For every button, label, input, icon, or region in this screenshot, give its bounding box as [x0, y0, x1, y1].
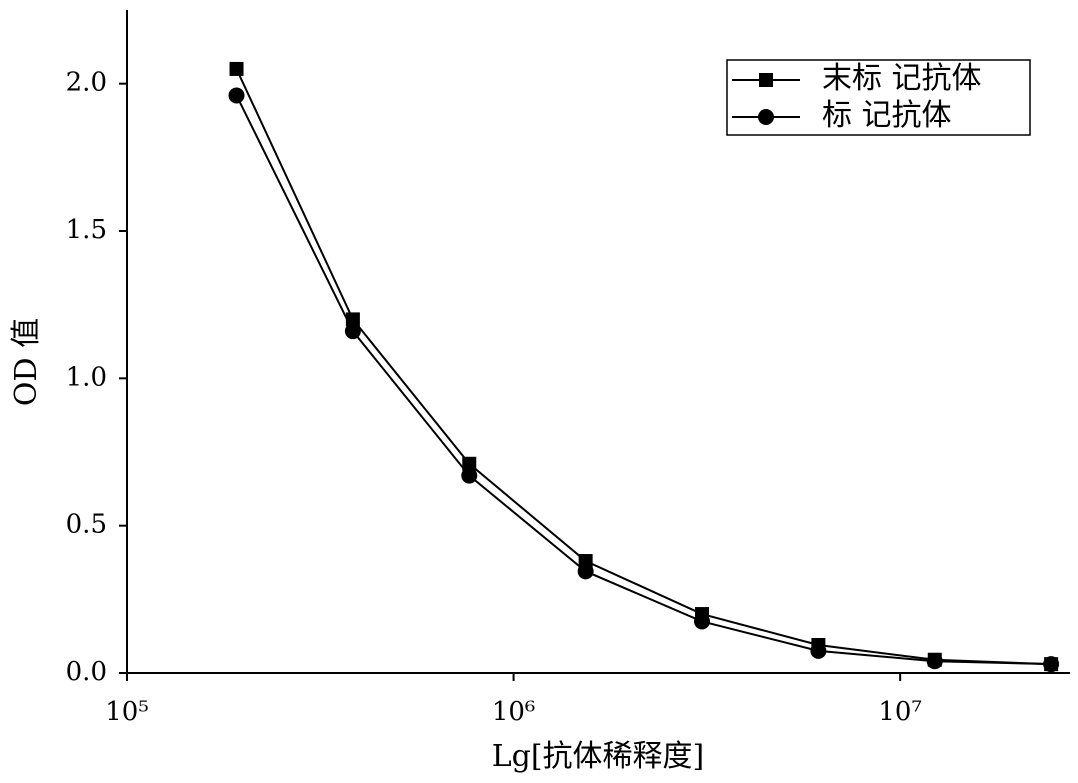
legend-label: 末标 记抗体	[822, 61, 982, 96]
y-tick-label: 2.0	[66, 68, 107, 98]
series-line	[237, 95, 1052, 664]
series-line	[237, 69, 1052, 664]
x-tick-label: 10⁷	[878, 697, 922, 727]
y-axis-label: OD 值	[9, 318, 44, 406]
marker	[1043, 656, 1059, 672]
marker	[461, 468, 477, 484]
marker	[578, 563, 594, 579]
y-tick-label: 1.5	[66, 215, 107, 245]
x-axis-label: Lg[抗体稀释度]	[492, 739, 705, 774]
legend-label: 标 记抗体	[822, 98, 952, 133]
y-tick-label: 0.0	[66, 657, 107, 687]
marker	[810, 643, 826, 659]
marker	[229, 87, 245, 103]
marker	[759, 73, 773, 87]
marker	[927, 653, 943, 669]
marker	[694, 613, 710, 629]
marker	[758, 109, 774, 125]
y-tick-label: 1.0	[66, 362, 107, 392]
marker	[345, 323, 361, 339]
x-tick-label: 10⁵	[105, 697, 149, 727]
marker	[230, 62, 244, 76]
y-tick-label: 0.5	[66, 510, 107, 540]
x-tick-label: 10⁶	[492, 697, 536, 727]
chart: Lg[抗体稀释度] OD 值 0.0 0.5 1.0 1.5 2.0 10⁵ 10⁶ 10⁷ 末…	[0, 0, 1078, 783]
